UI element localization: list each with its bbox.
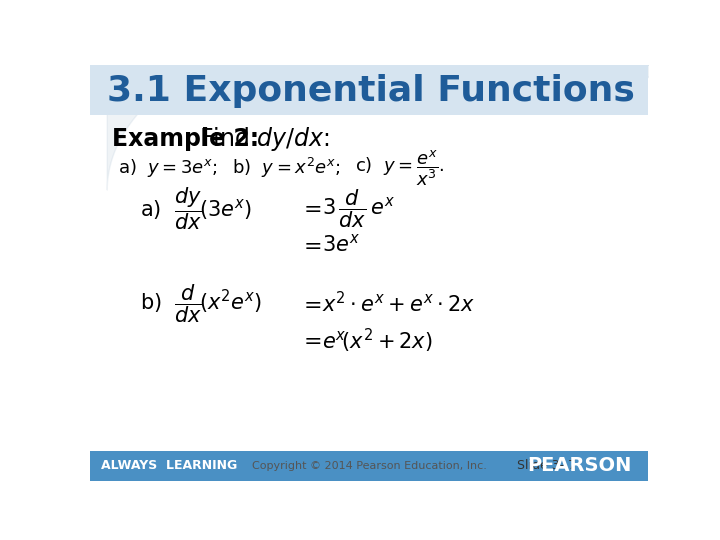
Text: $x^{2}\cdot e^{x}+e^{x}\cdot 2x$: $x^{2}\cdot e^{x}+e^{x}\cdot 2x$ — [322, 291, 474, 316]
Text: Find $\mathit{dy/dx}$:: Find $\mathit{dy/dx}$: — [199, 125, 330, 153]
Text: a)  $\dfrac{dy}{dx}\!\left(3e^{x}\right)$: a) $\dfrac{dy}{dx}\!\left(3e^{x}\right)$ — [140, 185, 252, 232]
Text: $=$: $=$ — [300, 294, 322, 314]
FancyBboxPatch shape — [90, 451, 648, 481]
Text: 3.1 Exponential Functions: 3.1 Exponential Functions — [107, 73, 634, 107]
Text: Example 2:: Example 2: — [112, 127, 259, 151]
Text: PEARSON: PEARSON — [527, 456, 631, 475]
Text: $3e^{x}$: $3e^{x}$ — [322, 234, 359, 256]
Text: $=$: $=$ — [300, 198, 322, 218]
Text: $e^{x}\!\left(x^{2}+2x\right)$: $e^{x}\!\left(x^{2}+2x\right)$ — [322, 326, 432, 355]
Text: b)  $\dfrac{d}{dx}\!\left(x^{2}e^{x}\right)$: b) $\dfrac{d}{dx}\!\left(x^{2}e^{x}\righ… — [140, 282, 263, 325]
Text: Copyright © 2014 Pearson Education, Inc.: Copyright © 2014 Pearson Education, Inc. — [251, 461, 487, 471]
Text: $=$: $=$ — [300, 330, 322, 350]
Text: $3\,\dfrac{d}{dx}\,e^{x}$: $3\,\dfrac{d}{dx}\,e^{x}$ — [322, 187, 395, 230]
Text: $=$: $=$ — [300, 235, 322, 255]
Text: b)  $y = x^{2}e^{x}$;: b) $y = x^{2}e^{x}$; — [233, 156, 341, 180]
Text: a)  $y = 3e^{x}$;: a) $y = 3e^{x}$; — [118, 157, 217, 179]
Text: ALWAYS  LEARNING: ALWAYS LEARNING — [101, 459, 238, 472]
Text: Slide 3- 7: Slide 3- 7 — [517, 459, 576, 472]
Text: c)  $y = \dfrac{e^{x}}{x^{3}}.$: c) $y = \dfrac{e^{x}}{x^{3}}.$ — [355, 148, 444, 188]
FancyBboxPatch shape — [90, 65, 648, 114]
